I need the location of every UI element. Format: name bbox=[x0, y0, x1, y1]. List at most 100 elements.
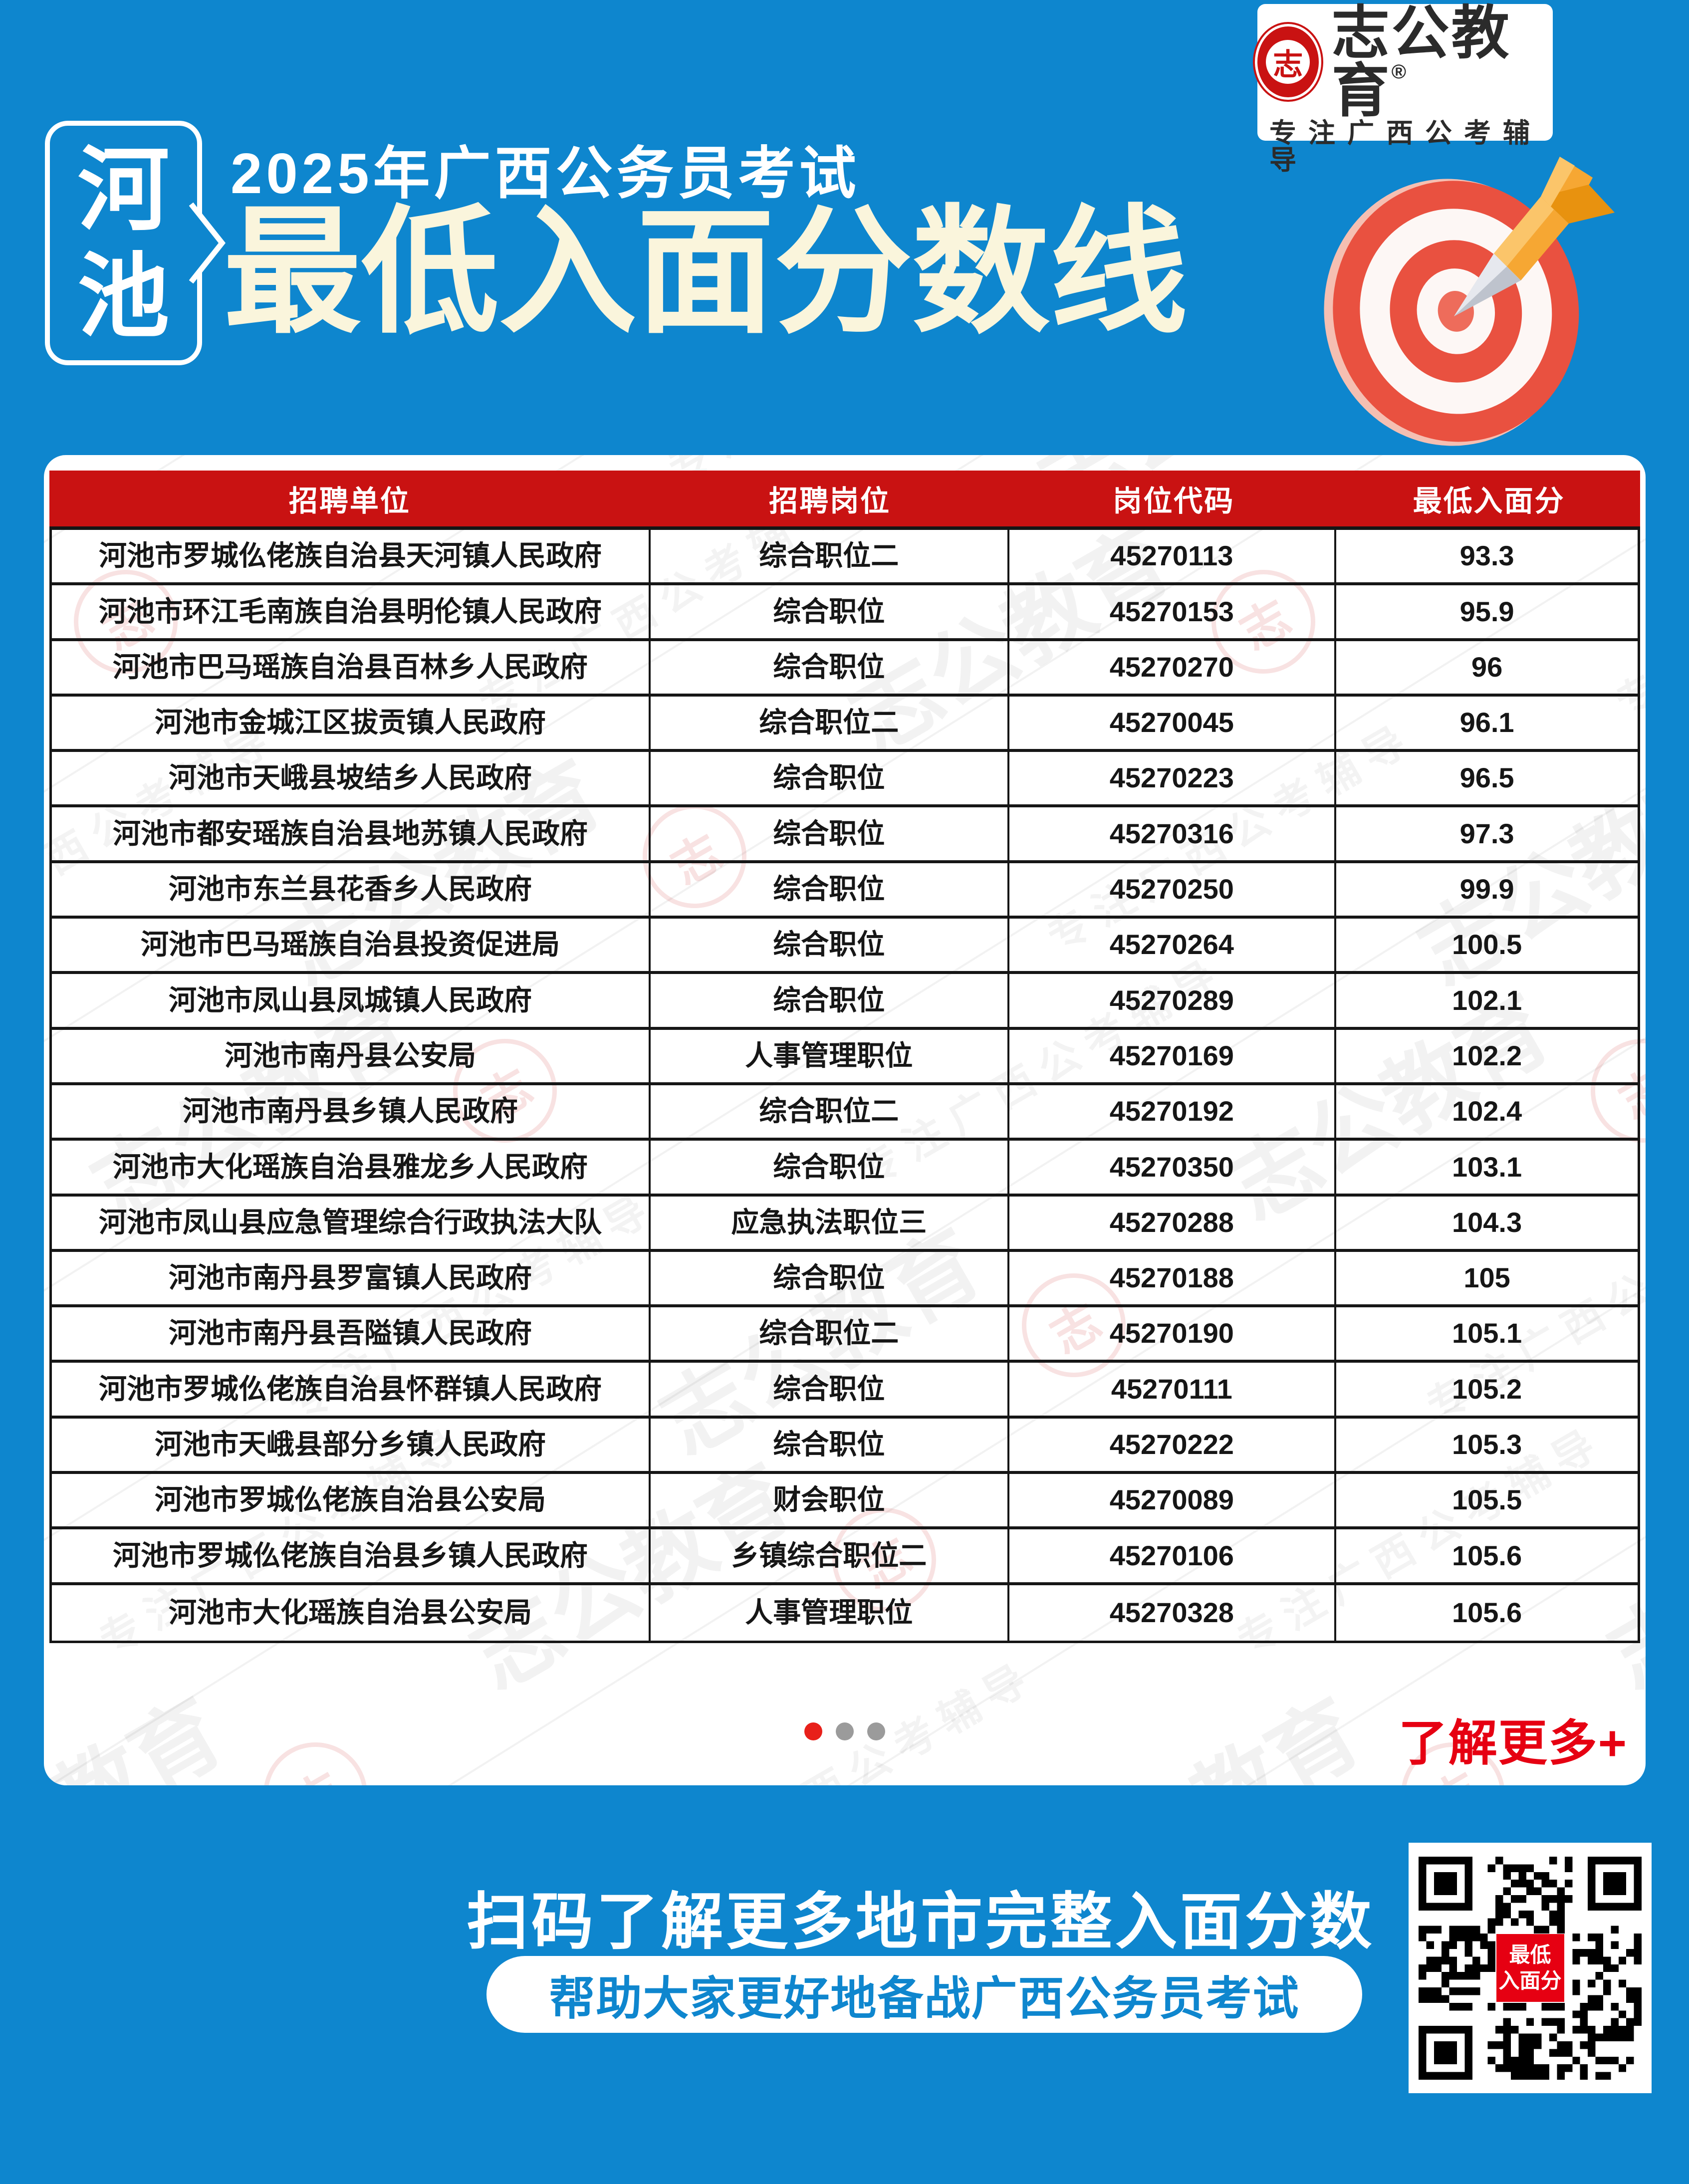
cell-position: 应急执法职位三 bbox=[651, 1196, 1009, 1249]
cell-unit: 河池市南丹县公安局 bbox=[52, 1029, 651, 1082]
city-char-2: 池 bbox=[77, 245, 170, 348]
qr-panel: 最低 入面分 bbox=[1409, 1843, 1652, 2093]
cell-unit: 河池市天峨县坡结乡人民政府 bbox=[52, 752, 651, 805]
cell-position: 综合职位 bbox=[651, 863, 1009, 916]
carousel-dots bbox=[804, 1722, 885, 1740]
qr-label-line1: 最低 bbox=[1509, 1942, 1551, 1966]
learn-more-link[interactable]: 了解更多+ bbox=[1398, 1715, 1628, 1770]
cell-score: 105.6 bbox=[1452, 1596, 1522, 1628]
cell-position: 综合职位 bbox=[651, 1251, 1009, 1305]
cell-unit: 河池市罗城仫佬族自治县天河镇人民政府 bbox=[52, 530, 651, 583]
cell-code: 45270288 bbox=[1009, 1196, 1337, 1249]
cell-position: 人事管理职位 bbox=[651, 1029, 1009, 1082]
city-char-1: 河 bbox=[77, 138, 170, 241]
cell-score: 96 bbox=[1471, 651, 1503, 683]
cell-unit: 河池市罗城仫佬族自治县公安局 bbox=[52, 1474, 651, 1527]
cell-score: 102.4 bbox=[1452, 1095, 1522, 1127]
table-row: 河池市东兰县花香乡人民政府 综合职位 45270250 99.9 bbox=[52, 863, 1638, 919]
cell-code: 45270111 bbox=[1009, 1363, 1337, 1416]
cell-code: 45270106 bbox=[1009, 1529, 1337, 1582]
cell-position: 综合职位 bbox=[651, 1363, 1009, 1416]
column-header-code: 岗位代码 bbox=[1113, 485, 1235, 517]
brand-lockup: 志 志公教育® bbox=[1257, 4, 1553, 120]
table-row: 河池市巴马瑶族自治县投资促进局 综合职位 45270264 100.5 bbox=[52, 919, 1638, 974]
cell-code: 45270223 bbox=[1009, 752, 1337, 805]
cell-unit: 河池市罗城仫佬族自治县乡镇人民政府 bbox=[52, 1529, 651, 1582]
table-row: 河池市大化瑶族自治县雅龙乡人民政府 综合职位 45270350 103.1 bbox=[52, 1141, 1638, 1197]
cell-code: 45270192 bbox=[1009, 1085, 1337, 1138]
table-row: 河池市环江毛南族自治县明伦镇人民政府 综合职位 45270153 95.9 bbox=[52, 585, 1638, 641]
table-row: 河池市凤山县凤城镇人民政府 综合职位 45270289 102.1 bbox=[52, 974, 1638, 1030]
cell-code: 45270113 bbox=[1009, 530, 1337, 583]
table-row: 河池市天峨县坡结乡人民政府 综合职位 45270223 96.5 bbox=[52, 752, 1638, 808]
cell-score: 105.2 bbox=[1452, 1373, 1522, 1405]
cell-unit: 河池市南丹县吾隘镇人民政府 bbox=[52, 1307, 651, 1360]
cell-position: 综合职位 bbox=[651, 585, 1009, 638]
cell-score: 97.3 bbox=[1459, 817, 1514, 849]
cell-position: 综合职位 bbox=[651, 974, 1009, 1027]
cell-code: 45270045 bbox=[1009, 696, 1337, 749]
cell-code: 45270289 bbox=[1009, 974, 1337, 1027]
cell-position: 综合职位二 bbox=[651, 1307, 1009, 1360]
cell-unit: 河池市罗城仫佬族自治县怀群镇人民政府 bbox=[52, 1363, 651, 1416]
brand-seal-char: 志 bbox=[1266, 40, 1310, 84]
page-subtitle: 2025年广西公务员考试 bbox=[231, 142, 860, 206]
cell-position: 综合职位二 bbox=[651, 530, 1009, 583]
cell-code: 45270264 bbox=[1009, 919, 1337, 971]
carousel-dot[interactable] bbox=[867, 1722, 885, 1740]
cell-score: 103.1 bbox=[1452, 1151, 1522, 1183]
dart-target-illustration bbox=[1324, 157, 1615, 446]
cell-position: 综合职位 bbox=[651, 641, 1009, 694]
carousel-dot[interactable] bbox=[836, 1722, 854, 1740]
table-row: 河池市南丹县罗富镇人民政府 综合职位 45270188 105 bbox=[52, 1251, 1638, 1308]
cell-code: 45270270 bbox=[1009, 641, 1337, 694]
footer-headline: 扫码了解更多地市完整入面分数 bbox=[466, 1888, 1375, 1956]
cell-score: 105.1 bbox=[1452, 1317, 1522, 1349]
table-row: 河池市大化瑶族自治县公安局 人事管理职位 45270328 105.6 bbox=[52, 1585, 1638, 1641]
cell-score: 96.1 bbox=[1459, 707, 1514, 738]
cell-position: 综合职位 bbox=[651, 752, 1009, 805]
cell-unit: 河池市大化瑶族自治县雅龙乡人民政府 bbox=[52, 1141, 651, 1194]
page-title: 最低入面分数线 bbox=[224, 196, 1188, 349]
table-row: 河池市金城江区拔贡镇人民政府 综合职位二 45270045 96.1 bbox=[52, 696, 1638, 752]
cell-unit: 河池市大化瑶族自治县公安局 bbox=[52, 1585, 651, 1641]
cell-position: 综合职位二 bbox=[651, 1085, 1009, 1138]
cell-unit: 河池市东兰县花香乡人民政府 bbox=[52, 863, 651, 916]
cell-position: 综合职位 bbox=[651, 807, 1009, 860]
table-row: 河池市凤山县应急管理综合行政执法大队 应急执法职位三 45270288 104.… bbox=[52, 1196, 1638, 1252]
cell-unit: 河池市巴马瑶族自治县投资促进局 bbox=[52, 919, 651, 971]
footer-pill: 帮助大家更好地备战广西公务员考试 bbox=[486, 1956, 1362, 2033]
cell-position: 综合职位二 bbox=[651, 696, 1009, 749]
badge-pointer-icon bbox=[189, 202, 226, 284]
cell-score: 99.9 bbox=[1459, 873, 1514, 905]
brand-name: 志公教育® bbox=[1331, 0, 1511, 123]
table-row: 河池市罗城仫佬族自治县天河镇人民政府 综合职位二 45270113 93.3 bbox=[52, 530, 1638, 586]
cell-position: 人事管理职位 bbox=[651, 1585, 1009, 1641]
cell-unit: 河池市凤山县应急管理综合行政执法大队 bbox=[52, 1196, 651, 1249]
cell-code: 45270250 bbox=[1009, 863, 1337, 916]
cell-score: 100.5 bbox=[1452, 929, 1522, 961]
table-row: 河池市南丹县公安局 人事管理职位 45270169 102.2 bbox=[52, 1029, 1638, 1085]
column-header-unit: 招聘单位 bbox=[288, 485, 411, 517]
cell-unit: 河池市天峨县部分乡镇人民政府 bbox=[52, 1418, 651, 1471]
qr-center-label: 最低 入面分 bbox=[1496, 1934, 1564, 2002]
cell-position: 乡镇综合职位二 bbox=[651, 1529, 1009, 1582]
cell-score: 105.6 bbox=[1452, 1539, 1522, 1571]
cell-code: 45270222 bbox=[1009, 1418, 1337, 1471]
table-row: 河池市天峨县部分乡镇人民政府 综合职位 45270222 105.3 bbox=[52, 1418, 1638, 1474]
cell-code: 45270328 bbox=[1009, 1585, 1337, 1641]
cell-unit: 河池市南丹县罗富镇人民政府 bbox=[52, 1251, 651, 1305]
carousel-dot[interactable] bbox=[804, 1722, 822, 1740]
table-body: 河池市罗城仫佬族自治县天河镇人民政府 综合职位二 45270113 93.3 河… bbox=[49, 526, 1640, 1643]
qr-label-line2: 入面分 bbox=[1498, 1969, 1562, 1992]
cell-score: 102.2 bbox=[1452, 1039, 1522, 1071]
cell-score: 102.1 bbox=[1452, 984, 1522, 1016]
brand-seal-icon: 志 bbox=[1257, 26, 1319, 97]
table-row: 河池市罗城仫佬族自治县公安局 财会职位 45270089 105.5 bbox=[52, 1474, 1638, 1530]
registered-mark: ® bbox=[1391, 61, 1409, 83]
cell-unit: 河池市环江毛南族自治县明伦镇人民政府 bbox=[52, 585, 651, 638]
cell-unit: 河池市都安瑶族自治县地苏镇人民政府 bbox=[52, 807, 651, 860]
table-row: 河池市罗城仫佬族自治县怀群镇人民政府 综合职位 45270111 105.2 bbox=[52, 1363, 1638, 1419]
cell-code: 45270350 bbox=[1009, 1141, 1337, 1194]
cell-code: 45270169 bbox=[1009, 1029, 1337, 1082]
